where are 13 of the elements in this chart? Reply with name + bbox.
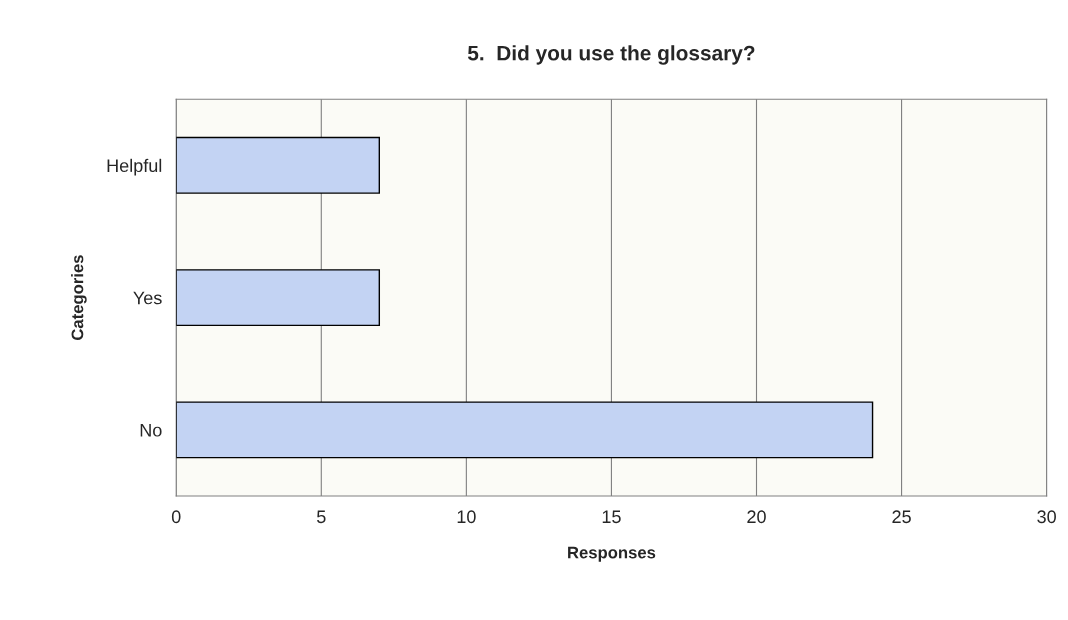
x-tick-label: 20 <box>747 510 766 524</box>
x-tick-label: 10 <box>457 510 476 524</box>
x-tick-label: 25 <box>892 510 911 524</box>
x-tick-label: 0 <box>171 510 181 524</box>
x-tick-label: 5 <box>316 510 326 524</box>
y-axis-title: Categories <box>71 255 87 340</box>
y-tick-label: Yes <box>133 291 162 305</box>
x-axis-title: Responses <box>568 546 656 562</box>
chart-title: 5. Did you use the glossary? <box>467 45 755 65</box>
x-tick-label: 30 <box>1037 510 1056 524</box>
x-tick-label: 15 <box>602 510 621 524</box>
y-tick-label: No <box>140 423 162 437</box>
y-tick-label: Helpful <box>107 158 162 176</box>
